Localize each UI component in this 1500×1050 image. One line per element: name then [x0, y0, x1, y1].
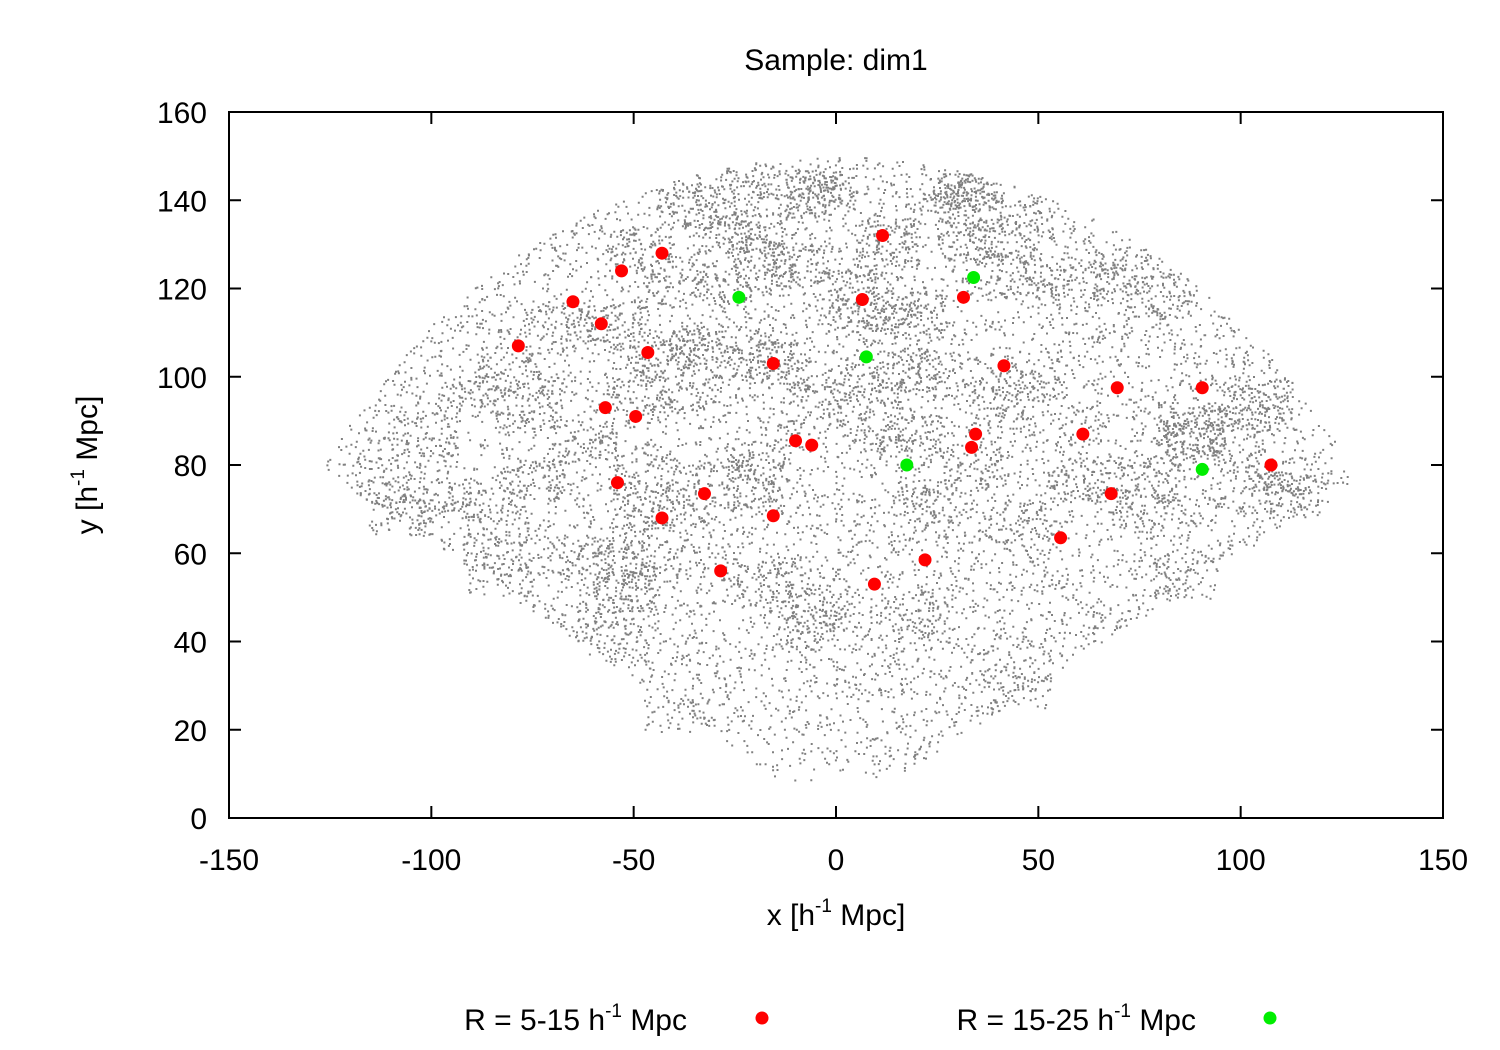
void-center-markers	[511, 229, 1278, 591]
void-marker-small	[805, 438, 819, 452]
void-marker-small	[766, 509, 780, 523]
y-tick-label: 160	[157, 97, 207, 130]
x-tick-label: 100	[1216, 844, 1266, 877]
void-marker-small	[629, 409, 643, 423]
void-marker-small	[969, 427, 983, 441]
void-marker-large	[900, 458, 914, 472]
y-tick-label: 40	[174, 627, 207, 660]
x-axis-label: x [h-1 Mpc]	[767, 896, 906, 932]
legend-marker-small-voids	[755, 1011, 769, 1025]
legend-label-large-voids: R = 15-25 h-1 Mpc	[956, 1001, 1196, 1037]
void-marker-small	[956, 290, 970, 304]
plot-frame	[228, 111, 1444, 819]
chart-title: Sample: dim1	[744, 44, 927, 77]
legend-marker-large-voids	[1263, 1011, 1277, 1025]
y-tick-label: 0	[190, 803, 207, 836]
void-marker-small	[610, 476, 624, 490]
void-marker-small	[876, 229, 890, 243]
legend-label-small-voids: R = 5-15 h-1 Mpc	[464, 1001, 687, 1037]
background-galaxy-points	[326, 157, 1349, 782]
void-marker-small	[918, 553, 932, 567]
x-tick-label: -100	[401, 844, 461, 877]
void-marker-small	[1195, 381, 1209, 395]
y-tick-label: 120	[157, 274, 207, 307]
void-marker-small	[1110, 381, 1124, 395]
y-tick-label: 140	[157, 185, 207, 218]
void-marker-small	[655, 246, 669, 260]
y-tick-label: 80	[174, 450, 207, 483]
y-tick-label: 60	[174, 538, 207, 571]
axis-ticks: -150 -100 -50 0 50 100 150 0 20 40 60 80 100 120 140 16…	[157, 97, 1468, 877]
void-marker-large	[859, 350, 873, 364]
void-marker-small	[766, 357, 780, 371]
galaxy-point-cloud	[326, 157, 1349, 782]
void-marker-small	[714, 564, 728, 578]
y-axis-label: y [h-1 Mpc]	[68, 396, 104, 535]
y-tick-label: 100	[157, 362, 207, 395]
void-marker-small	[789, 434, 803, 448]
void-marker-small	[697, 487, 711, 501]
void-marker-small	[1104, 487, 1118, 501]
void-marker-large	[967, 270, 981, 284]
void-marker-small	[965, 440, 979, 454]
x-tick-label: -50	[612, 844, 655, 877]
void-marker-small	[566, 295, 580, 309]
void-marker-small	[615, 264, 629, 278]
y-tick-label: 20	[174, 715, 207, 748]
void-marker-small	[1076, 427, 1090, 441]
x-tick-label: -150	[199, 844, 259, 877]
void-marker-small	[997, 359, 1011, 373]
x-tick-label: 150	[1418, 844, 1468, 877]
x-tick-label: 0	[828, 844, 845, 877]
void-marker-small	[1264, 458, 1278, 472]
void-marker-small	[855, 293, 869, 307]
void-marker-small	[867, 577, 881, 591]
x-tick-label: 50	[1022, 844, 1055, 877]
void-marker-small	[598, 401, 612, 415]
void-marker-small	[511, 339, 525, 353]
void-marker-small	[641, 345, 655, 359]
void-marker-large	[732, 290, 746, 304]
legend: R = 5-15 h-1 Mpc R = 15-25 h-1 Mpc	[464, 1001, 1277, 1037]
void-marker-small	[594, 317, 608, 331]
void-marker-small	[655, 511, 669, 525]
void-marker-large	[1195, 462, 1209, 476]
void-marker-small	[1054, 531, 1068, 545]
